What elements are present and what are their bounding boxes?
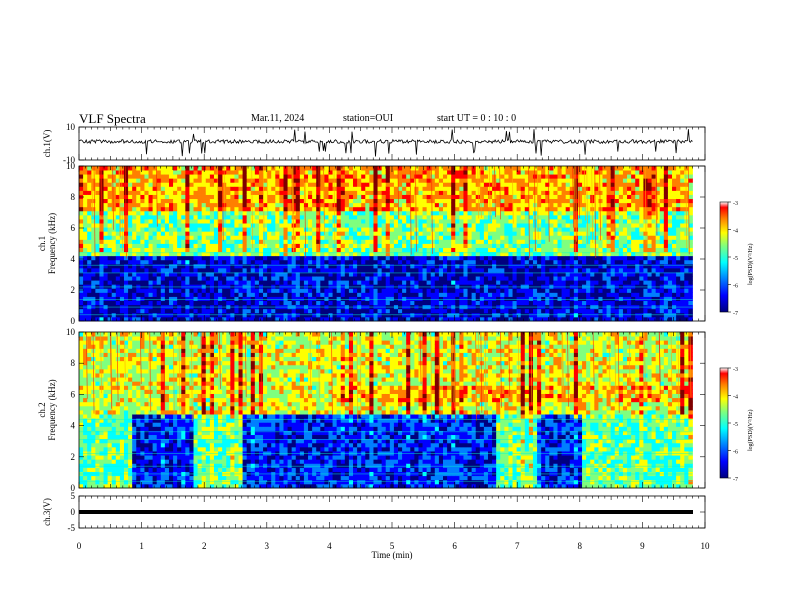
y-tick-label: 2	[71, 285, 76, 295]
sferic-streaks-2	[85, 331, 692, 423]
colorbar-tick-label: -3	[733, 367, 738, 373]
y-axis-label: Frequency (kHz)	[47, 213, 57, 274]
interference-lines-2	[79, 419, 693, 483]
x-tick-label: 8	[578, 541, 583, 551]
x-tick-label: 7	[515, 541, 520, 551]
y-tick-label: 0	[71, 316, 76, 326]
colorbar-tick-label: -5	[733, 422, 738, 428]
y-axis-label: ch.3(V)	[42, 498, 52, 526]
colorbar-tick-label: -7	[733, 311, 738, 317]
date-label: Mar.11, 2024	[251, 113, 305, 124]
x-tick-label: 2	[202, 541, 207, 551]
interference-lines-1	[79, 252, 693, 316]
x-tick-label: 10	[701, 541, 711, 551]
colorbar-tick-label: -7	[733, 477, 738, 483]
y-tick-label: 4	[71, 254, 76, 264]
y-tick-label: 6	[71, 223, 76, 233]
y-tick-label: 0	[71, 507, 76, 517]
y-tick-label: 4	[71, 421, 76, 431]
y-tick-label: 6	[71, 389, 76, 399]
x-tick-label: 4	[327, 541, 332, 551]
y-tick-label: 8	[71, 358, 76, 368]
station-label: station=OUI	[343, 113, 394, 124]
y-tick-label: 8	[71, 192, 76, 202]
y-tick-label: 10	[66, 122, 76, 132]
y-axis-label: ch.2	[37, 402, 47, 417]
colorbar-label: log(PSD)(V²/Hz)	[747, 410, 754, 451]
x-axis-label: Time (min)	[372, 550, 413, 560]
colorbar-1	[719, 201, 729, 313]
y-axis-label: ch.1	[37, 236, 47, 251]
x-tick-label: 6	[452, 541, 457, 551]
chart-title: VLF Spectra	[79, 111, 146, 126]
x-tick-label: 1	[139, 541, 144, 551]
x-tick-label: 5	[390, 541, 395, 551]
y-tick-label: 5	[71, 491, 76, 501]
y-tick-label: 2	[71, 452, 76, 462]
colorbar-tick-label: -4	[733, 395, 738, 401]
sferic-streaks-1	[91, 165, 690, 259]
y-tick-label: 10	[66, 327, 76, 337]
y-tick-label: 10	[66, 161, 76, 171]
ch1-waveform-line	[78, 129, 693, 157]
x-tick-label: 9	[640, 541, 645, 551]
colorbar-tick-label: -3	[733, 201, 738, 207]
colorbar-label: log(PSD)(V²/Hz)	[747, 244, 754, 285]
x-tick-label: 3	[265, 541, 270, 551]
spectrogram-2	[79, 332, 693, 489]
colorbar-tick-label: -4	[733, 229, 738, 235]
y-tick-label: 0	[71, 483, 76, 493]
y-axis-label: Frequency (kHz)	[47, 379, 57, 440]
colorbar-2	[719, 367, 729, 479]
colorbar-tick-label: -5	[733, 256, 738, 262]
colorbar-tick-label: -6	[733, 450, 738, 456]
colorbar-tick-label: -6	[733, 284, 738, 290]
start-ut-label: start UT = 0 : 10 : 0	[437, 113, 517, 124]
y-tick-label: -10	[63, 155, 75, 165]
x-tick-label: 0	[77, 541, 82, 551]
y-axis-label: ch.1(V)	[42, 130, 52, 158]
y-tick-label: -5	[68, 523, 76, 533]
spectrogram-1	[79, 166, 693, 322]
